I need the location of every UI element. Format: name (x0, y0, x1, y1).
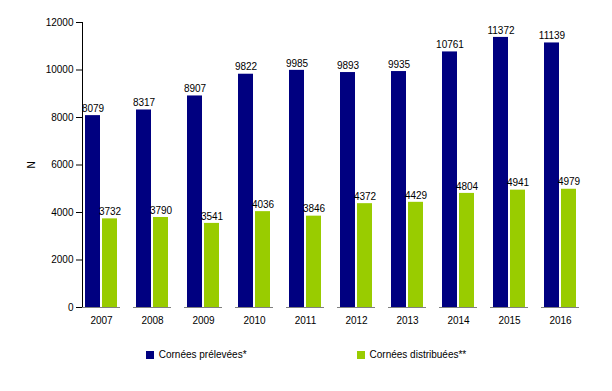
svg-text:2015: 2015 (498, 315, 521, 326)
svg-text:2009: 2009 (192, 315, 215, 326)
svg-text:2007: 2007 (90, 315, 113, 326)
svg-text:3790: 3790 (150, 205, 173, 216)
svg-text:2008: 2008 (141, 315, 164, 326)
svg-text:4000: 4000 (51, 207, 74, 218)
svg-text:9893: 9893 (337, 60, 360, 71)
svg-text:4036: 4036 (252, 199, 275, 210)
svg-text:11372: 11372 (487, 25, 515, 36)
svg-text:9985: 9985 (286, 58, 309, 69)
svg-text:2010: 2010 (243, 315, 266, 326)
svg-text:2011: 2011 (295, 315, 317, 326)
svg-text:4941: 4941 (507, 177, 530, 188)
svg-text:4979: 4979 (558, 176, 581, 187)
html-text:Cornées distribuées**: Cornées distribuées** (369, 349, 467, 360)
svg-text:12000: 12000 (46, 17, 74, 28)
svg-text:8317: 8317 (133, 97, 156, 108)
svg-text:2016: 2016 (549, 315, 572, 326)
svg-text:4429: 4429 (405, 190, 428, 201)
svg-text:0: 0 (68, 302, 74, 313)
svg-text:4372: 4372 (354, 191, 377, 202)
svg-text:8000: 8000 (51, 112, 74, 123)
svg-text:4804: 4804 (456, 181, 479, 192)
svg-text:10000: 10000 (46, 64, 74, 75)
svg-text:2012: 2012 (345, 315, 368, 326)
svg-text:10761: 10761 (436, 39, 464, 50)
svg-text:8907: 8907 (184, 83, 207, 94)
svg-text:9822: 9822 (235, 61, 258, 72)
svg-text:6000: 6000 (51, 159, 74, 170)
svg-text:9935: 9935 (388, 59, 411, 70)
html-text:Cornées prélevées*: Cornées prélevées* (158, 349, 247, 360)
svg-text:2000: 2000 (51, 254, 74, 265)
svg-text:3732: 3732 (99, 206, 122, 217)
svg-text:8079: 8079 (82, 103, 105, 114)
svg-text:3541: 3541 (201, 211, 224, 222)
svg-text:2013: 2013 (396, 315, 419, 326)
svg-text:2014: 2014 (447, 315, 470, 326)
svg-text:N: N (26, 161, 37, 168)
svg-text:11139: 11139 (539, 30, 566, 41)
svg-text:3846: 3846 (303, 203, 326, 214)
